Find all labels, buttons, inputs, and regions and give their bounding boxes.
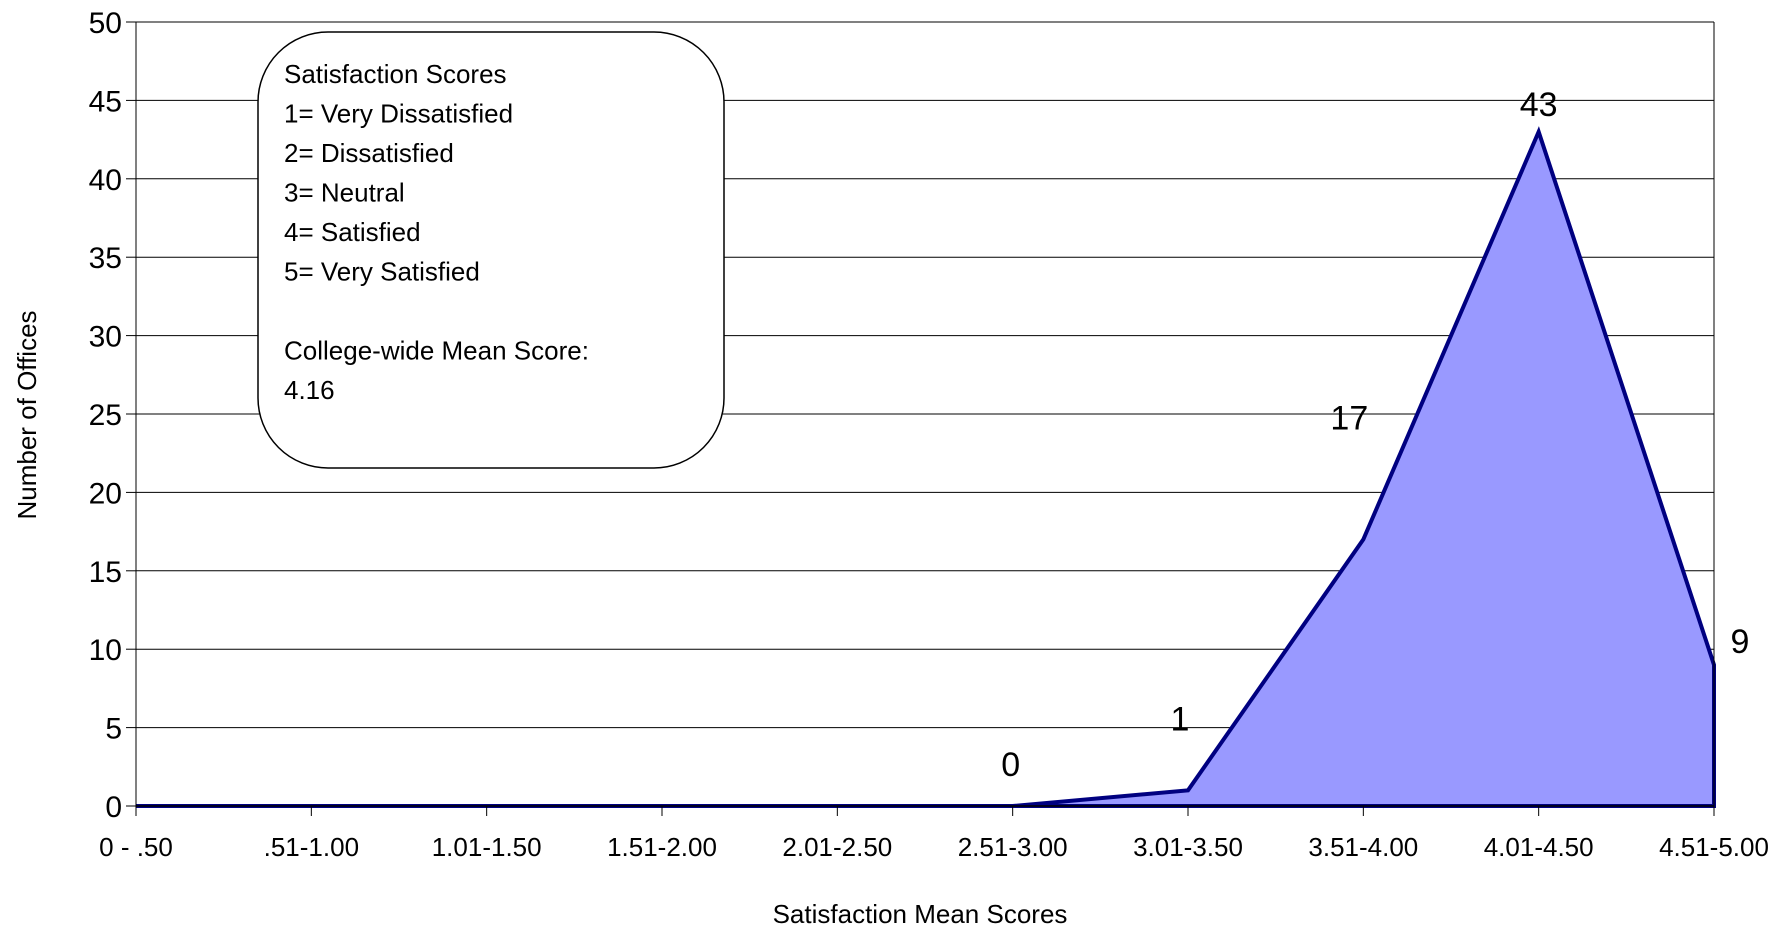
annotation-box-frame bbox=[257, 31, 725, 469]
x-tick-label: 4.51-5.00 bbox=[1659, 832, 1769, 862]
y-axis-title: Number of Offices bbox=[12, 310, 42, 519]
x-axis: 0 - .50 .51-1.00 1.01-1.50 1.51-2.00 2.01-2.… bbox=[99, 805, 1769, 862]
data-label: 43 bbox=[1520, 86, 1558, 124]
data-label: 1 bbox=[1171, 700, 1190, 738]
annotation-line: 5= Very Satisfied bbox=[284, 257, 480, 287]
y-tick-label: 50 bbox=[89, 7, 122, 40]
annotation-line: 2= Dissatisfied bbox=[284, 138, 454, 168]
y-tick-label: 20 bbox=[89, 477, 122, 510]
x-tick-label: 3.51-4.00 bbox=[1308, 832, 1418, 862]
x-tick-label: 2.51-3.00 bbox=[958, 832, 1068, 862]
y-tick-label: 35 bbox=[89, 242, 122, 275]
data-label: 9 bbox=[1731, 623, 1750, 661]
data-label: 17 bbox=[1330, 399, 1368, 437]
x-tick-label: .51-1.00 bbox=[264, 832, 359, 862]
x-tick-label: 1.01-1.50 bbox=[432, 832, 542, 862]
annotation-line: 4.16 bbox=[284, 375, 335, 405]
y-tick-label: 5 bbox=[105, 713, 122, 746]
y-tick-label: 40 bbox=[89, 164, 122, 197]
x-tick-label: 1.51-2.00 bbox=[607, 832, 717, 862]
y-tick-label: 45 bbox=[89, 85, 122, 118]
y-tick-label: 0 bbox=[105, 791, 122, 824]
data-label: 0 bbox=[1001, 746, 1020, 784]
y-tick-label: 10 bbox=[89, 634, 122, 667]
annotation-line: 4= Satisfied bbox=[284, 217, 421, 247]
annotation-line: 3= Neutral bbox=[284, 178, 405, 208]
annotation-box: Satisfaction Scores 1= Very Dissatisfied 2… bbox=[257, 31, 725, 469]
y-tick-label: 25 bbox=[89, 399, 122, 432]
annotation-line: Satisfaction Scores bbox=[284, 59, 507, 89]
x-tick-label: 0 - .50 bbox=[99, 832, 173, 862]
annotation-line: College-wide Mean Score: bbox=[284, 336, 589, 366]
x-axis-title: Satisfaction Mean Scores bbox=[773, 899, 1068, 926]
y-tick-label: 30 bbox=[89, 321, 122, 354]
x-tick-label: 4.01-4.50 bbox=[1484, 832, 1594, 862]
x-tick-label: 2.01-2.50 bbox=[782, 832, 892, 862]
annotation-line: 1= Very Dissatisfied bbox=[284, 99, 513, 129]
y-tick-label: 15 bbox=[89, 556, 122, 589]
data-labels: 0 1 17 43 9 bbox=[1001, 86, 1749, 784]
x-tick-label: 3.01-3.50 bbox=[1133, 832, 1243, 862]
